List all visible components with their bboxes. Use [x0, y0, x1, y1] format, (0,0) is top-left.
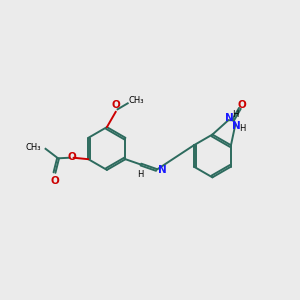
Text: N: N [158, 165, 166, 175]
Text: N: N [225, 113, 234, 123]
Text: CH₃: CH₃ [26, 142, 41, 152]
Text: N: N [232, 121, 241, 130]
Text: O: O [111, 100, 120, 110]
Text: CH₃: CH₃ [128, 97, 144, 106]
Text: O: O [68, 152, 77, 161]
Text: H: H [232, 110, 238, 119]
Text: O: O [238, 100, 246, 110]
Text: O: O [50, 176, 59, 187]
Text: H: H [137, 170, 143, 179]
Text: H: H [239, 124, 245, 133]
